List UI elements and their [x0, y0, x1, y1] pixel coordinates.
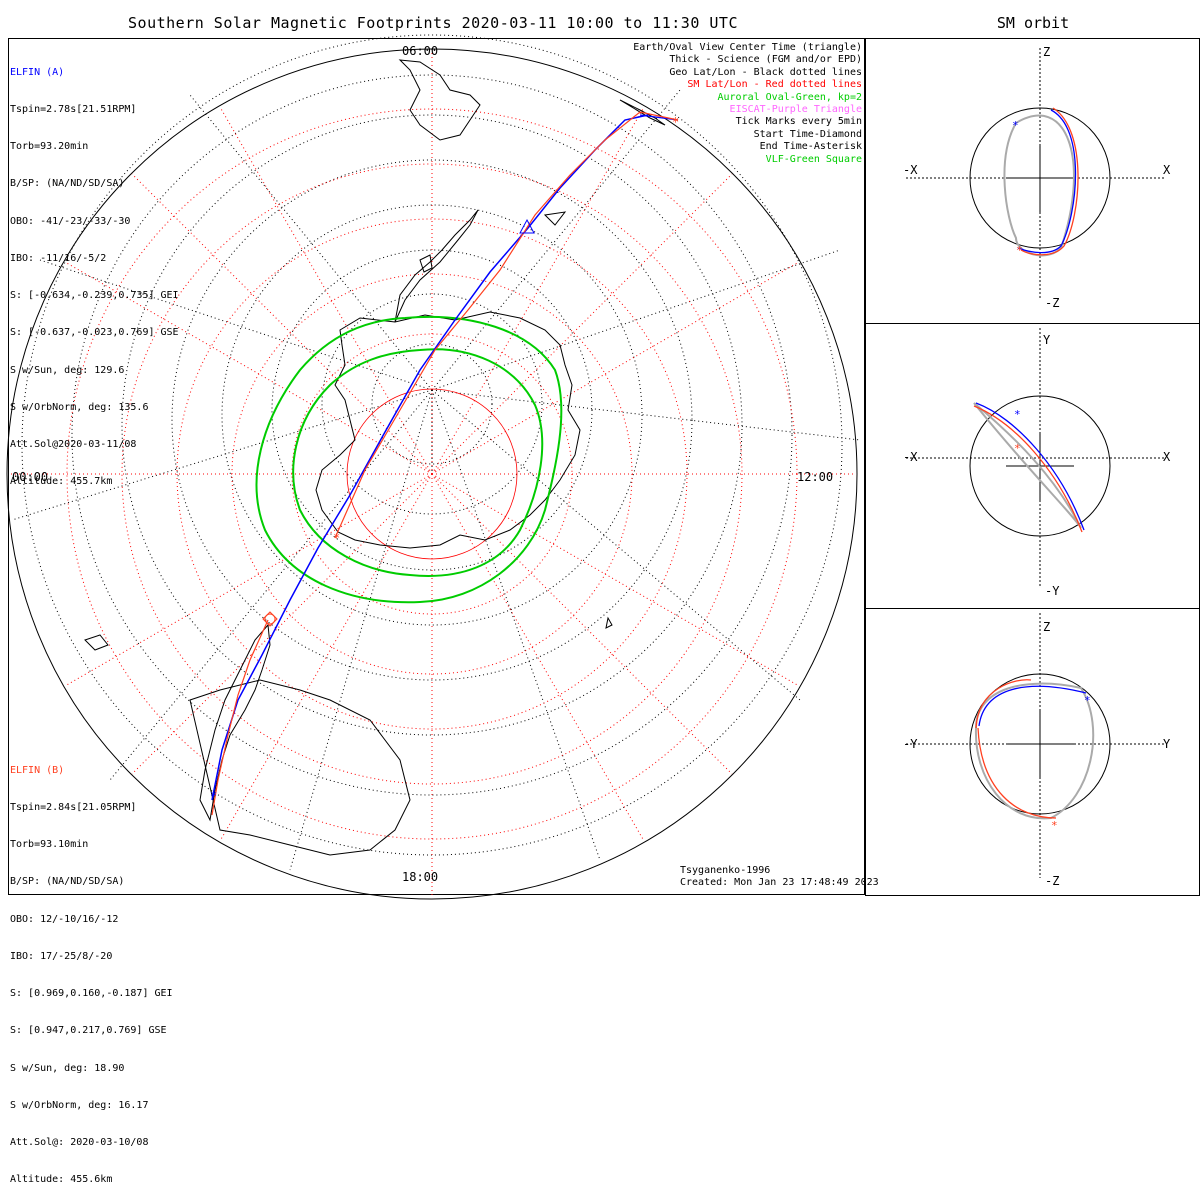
- elfin-a-info: ELFIN (A) Tspin=2.78s[21.51RPM] Torb=93.…: [10, 42, 179, 501]
- panel1-right-label: X: [1163, 163, 1171, 177]
- legend-item: Geo Lat/Lon - Black dotted lines: [669, 66, 862, 78]
- elfin-b-line: Att.Sol@: 2020-03-10/08: [10, 1137, 149, 1148]
- legend-item: SM Lat/Lon - Red dotted lines: [687, 79, 862, 91]
- map-label-bottom: 18:00: [402, 870, 439, 884]
- elfin-b-name: ELFIN (B): [10, 764, 65, 776]
- elfin-a-line: B/SP: (NA/ND/SD/SA): [10, 178, 125, 190]
- elfin-b-info: ELFIN (B) Tspin=2.84s[21.05RPM] Torb=93.…: [10, 740, 173, 1199]
- legend-item: Tick Marks every 5min: [735, 116, 862, 128]
- elfin-b-line: OBO: 12/-10/16/-12: [10, 913, 119, 925]
- elfin-b-line: Tspin=2.84s[21.05RPM]: [10, 802, 137, 814]
- panel2-right-label: X: [1163, 450, 1171, 464]
- elfin-b-line: S w/Sun, deg: 18.90: [10, 1062, 125, 1074]
- legend-item: Earth/Oval View Center Time (triangle): [633, 42, 862, 53]
- panel3-bottom-label: -Z: [1045, 874, 1060, 888]
- map-grid: [6, 34, 861, 900]
- orbit-panel-xy: * *: [906, 328, 1166, 588]
- legend-item: EISCAT-Purple Triangle: [729, 104, 862, 116]
- elfin-a-line: Tspin=2.78s[21.51RPM]: [10, 104, 137, 116]
- coastlines: [84, 59, 666, 856]
- svg-text:*: *: [1014, 408, 1021, 421]
- elfin-a-line: Att.Sol@2020-03-11/08: [10, 439, 137, 450]
- map-label-top: 06:00: [402, 44, 439, 58]
- legend: Earth/Oval View Center Time (triangle) T…: [633, 42, 862, 166]
- panel3-top-label: Z: [1043, 620, 1051, 634]
- elfin-b-line: B/SP: (NA/ND/SD/SA): [10, 876, 125, 888]
- model-name: Tsyganenko-1996: [680, 865, 771, 876]
- map-label-left: 00:00: [12, 470, 49, 484]
- created-date: Created: Mon Jan 23 17:48:49 2023: [680, 877, 879, 889]
- track-markers: * * *: [210, 115, 679, 803]
- elfin-a-line: S w/Sun, deg: 129.6: [10, 364, 125, 376]
- svg-text:*: *: [333, 531, 340, 545]
- sm-orbit-title: SM orbit: [996, 14, 1070, 32]
- elfin-b-track: [211, 111, 679, 816]
- svg-text:*: *: [672, 115, 679, 129]
- panel2-bottom-label: -Y: [1045, 584, 1060, 598]
- orbit-panel-yz: * *: [906, 613, 1166, 878]
- panel2-top-label: Y: [1043, 333, 1051, 347]
- svg-text:*: *: [1084, 694, 1091, 707]
- panel3-right-label: Y: [1163, 737, 1171, 751]
- legend-item: Thick - Science (FGM and/or EPD): [669, 54, 862, 66]
- elfin-b-line: Torb=93.10min: [10, 839, 89, 851]
- panel3-left-label: -Y: [903, 737, 918, 751]
- svg-text:*: *: [1012, 119, 1019, 132]
- legend-item: End Time-Asterisk: [759, 141, 862, 153]
- legend-item: Start Time-Diamond: [753, 128, 862, 140]
- elfin-a-line: Torb=93.20min: [10, 141, 89, 153]
- elfin-b-line: S w/OrbNorm, deg: 16.17: [10, 1099, 149, 1111]
- elfin-b-line: S: [0.947,0.217,0.769] GSE: [10, 1025, 167, 1037]
- legend-item: Auroral Oval-Green, kp=2: [717, 91, 863, 103]
- elfin-b-line: Altitude: 455.6km: [10, 1174, 113, 1186]
- orbit-panel-xz: * *: [906, 48, 1166, 300]
- panel2-left-label: -X: [903, 450, 918, 464]
- panel1-bottom-label: -Z: [1045, 296, 1060, 310]
- svg-text:*: *: [210, 789, 217, 803]
- elfin-a-name: ELFIN (A): [10, 66, 65, 78]
- plot-title: Southern Solar Magnetic Footprints 2020-…: [128, 14, 738, 32]
- credit: Tsyganenko-1996 Created: Mon Jan 23 17:4…: [680, 865, 879, 890]
- elfin-a-line: OBO: -41/-23/-33/-30: [10, 215, 131, 227]
- elfin-a-line: S: [-0.637,-0.023,0.769] GSE: [10, 327, 179, 339]
- map-label-right: 12:00: [797, 470, 834, 484]
- svg-text:*: *: [1051, 819, 1058, 832]
- auroral-oval: [255, 315, 563, 604]
- elfin-b-line: IBO: 17/-25/8/-20: [10, 950, 113, 962]
- svg-text:*: *: [1016, 244, 1023, 257]
- legend-item: VLF-Green Square: [765, 153, 862, 165]
- elfin-a-line: S w/OrbNorm, deg: 135.6: [10, 401, 149, 413]
- panel1-left-label: -X: [903, 163, 918, 177]
- elfin-a-line: S: [-0.634,-0.239,0.735] GEI: [10, 290, 179, 302]
- elfin-a-track: [211, 114, 679, 801]
- sm-orbit-panels: * * * * * *: [906, 48, 1166, 878]
- elfin-b-line: S: [0.969,0.160,-0.187] GEI: [10, 988, 173, 1000]
- panel1-top-label: Z: [1043, 45, 1051, 59]
- elfin-a-line: Altitude: 455.7km: [10, 476, 113, 488]
- elfin-a-line: IBO: -11/16/-5/2: [10, 252, 107, 264]
- svg-text:*: *: [1014, 442, 1021, 455]
